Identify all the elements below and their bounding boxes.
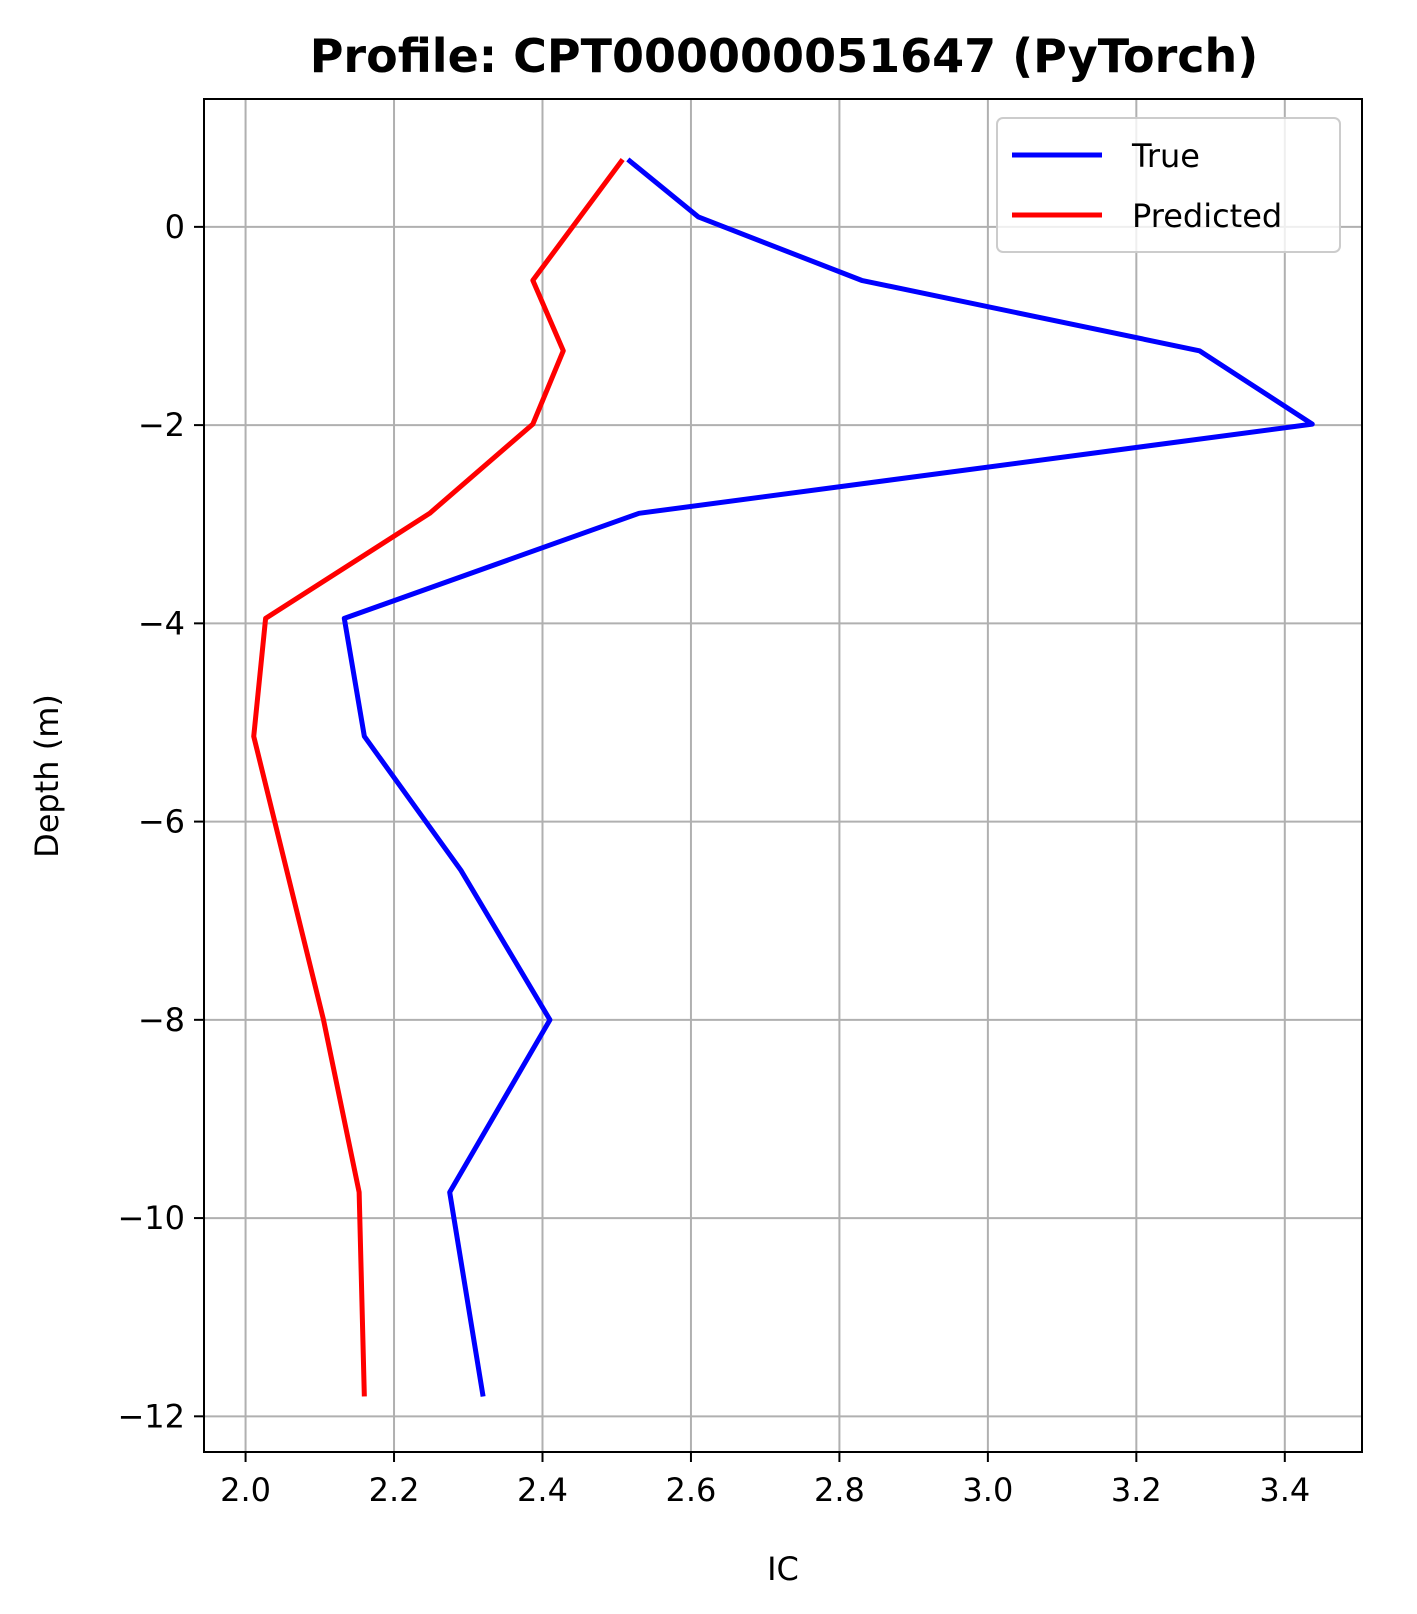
y-tick-label: 0 <box>165 208 185 246</box>
x-tick-label: 3.0 <box>962 1471 1013 1509</box>
legend-label-true: True <box>1131 137 1200 175</box>
plot-frame <box>203 98 1363 1453</box>
legend: True Predicted <box>996 117 1341 253</box>
x-tick-label: 2.4 <box>517 1471 568 1509</box>
series-line-true <box>341 157 1315 1397</box>
x-tick-label: 3.2 <box>1111 1471 1162 1509</box>
grid <box>204 99 1362 1452</box>
series-layer <box>251 157 1315 1397</box>
x-tick-label: 3.4 <box>1259 1471 1310 1509</box>
x-tick-label: 2.2 <box>369 1471 420 1509</box>
ticks: 2.0 2.2 2.4 2.6 2.8 3.0 3.2 3.4 0 −2 −4 −6 −8 −10 −12 <box>117 208 1310 1509</box>
y-tick-label: −10 <box>117 1199 185 1237</box>
x-tick-label: 2.8 <box>814 1471 865 1509</box>
y-tick-label: −12 <box>117 1397 185 1435</box>
x-tick-label: 2.6 <box>666 1471 717 1509</box>
x-tick-label: 2.0 <box>220 1471 271 1509</box>
series-line-predicted <box>251 157 625 1397</box>
y-tick-label: −4 <box>138 604 185 642</box>
y-tick-label: −2 <box>138 406 185 444</box>
chart-title: Profile: CPT000000051647 (PyTorch) <box>310 29 1259 83</box>
y-axis-label: Depth (m) <box>28 694 66 858</box>
y-tick-label: −6 <box>138 803 185 841</box>
y-tick-label: −8 <box>138 1001 185 1039</box>
legend-box <box>996 117 1341 253</box>
legend-label-predicted: Predicted <box>1132 197 1282 235</box>
x-axis-label: IC <box>767 1550 799 1588</box>
